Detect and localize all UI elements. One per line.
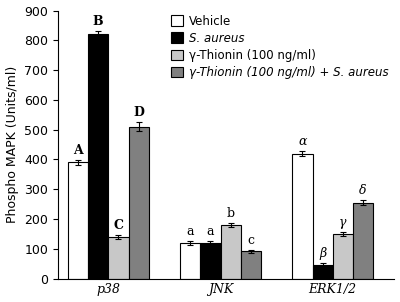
Text: B: B (93, 15, 104, 28)
Y-axis label: Phospho MAPK (Units/ml): Phospho MAPK (Units/ml) (6, 66, 18, 223)
Bar (312, 265, 333, 278)
Bar (128, 127, 149, 278)
Text: b: b (226, 207, 235, 220)
Bar (241, 251, 261, 278)
Text: δ: δ (359, 184, 367, 197)
Legend: Vehicle, S. aureus, γ-Thionin (100 ng/ml), γ-Thionin (100 ng/ml) + S. aureus: Vehicle, S. aureus, γ-Thionin (100 ng/ml… (168, 11, 392, 82)
Bar (180, 243, 200, 278)
Bar (108, 237, 128, 278)
Bar (353, 203, 373, 278)
Text: α: α (298, 135, 307, 148)
Text: c: c (247, 234, 254, 247)
Bar (68, 162, 88, 278)
Text: γ: γ (339, 216, 346, 229)
Text: D: D (133, 106, 144, 119)
Text: a: a (207, 225, 214, 238)
Text: β: β (319, 247, 326, 260)
Bar (88, 34, 108, 278)
Bar (333, 234, 353, 278)
Text: a: a (186, 225, 194, 238)
Bar (220, 225, 241, 278)
Bar (200, 243, 220, 278)
Bar (292, 153, 312, 278)
Text: A: A (73, 144, 83, 157)
Text: C: C (114, 219, 124, 232)
